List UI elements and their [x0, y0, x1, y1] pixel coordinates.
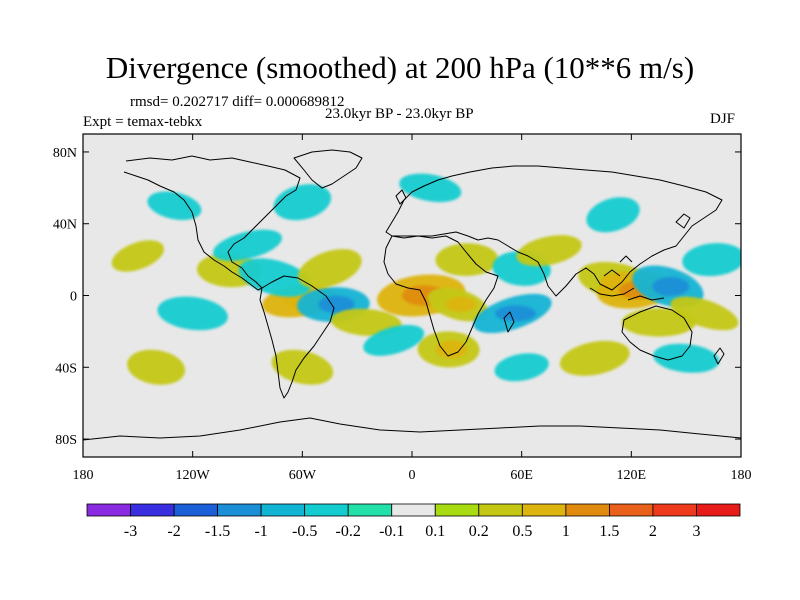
x-tick-label: 120E [617, 468, 647, 483]
colorbar-swatch [434, 503, 480, 517]
x-tick-label: 60E [510, 468, 533, 483]
anomaly-region [330, 308, 402, 337]
x-tick-label: 0 [409, 468, 416, 483]
colorbar-swatch [696, 503, 741, 517]
coastline-eurasia [385, 165, 723, 297]
x-tick-label: 180 [73, 468, 94, 483]
anomaly-region [653, 343, 720, 373]
colorbar-swatch [652, 503, 697, 517]
y-tick-label: 0 [70, 290, 77, 305]
anomaly-region [212, 229, 283, 261]
colorbar-swatch [217, 503, 262, 517]
axis-ticks [82, 134, 742, 457]
colorbar-label: -0.2 [336, 523, 361, 540]
experiment-label: Expt = temax-tebkx [83, 114, 203, 130]
anomaly-core [495, 305, 536, 322]
colorbar-labels: -3 -2 -1.5 -1 -0.5 -0.2 -0.1 0.1 0.2 0.5 1 1.5 2 3 [124, 523, 701, 540]
colorbar-label: 1 [562, 523, 570, 540]
colorbar-swatch [391, 503, 436, 517]
anomaly-region [147, 191, 202, 221]
coastline-south-america [259, 275, 335, 399]
colorbar-label: -1.5 [205, 523, 230, 540]
coastline-africa [383, 235, 499, 357]
colorbar-label: -2 [167, 523, 180, 540]
anomaly-region [399, 173, 462, 203]
x-tick-label: 120W [176, 468, 211, 483]
anomaly-region [127, 349, 186, 385]
colorbar-label: 2 [649, 523, 657, 540]
colorbar-label: 0.5 [512, 523, 532, 540]
coastline-greenland [293, 149, 363, 189]
anomaly-region [363, 324, 425, 356]
anomaly-region [494, 353, 549, 382]
anomaly-region [297, 249, 362, 289]
anomaly-region [238, 258, 312, 297]
anomaly-region [273, 184, 332, 221]
colorbar-swatch [347, 503, 393, 517]
colorbar-swatch [565, 503, 610, 517]
anomaly-region [586, 197, 640, 233]
coastline-antarctica [83, 417, 741, 441]
colorbar-swatch [173, 503, 218, 517]
anomaly-region [670, 296, 739, 331]
coastline-new-zealand [713, 347, 725, 365]
season-label: DJF [710, 111, 736, 127]
coastline-british-isles [395, 189, 407, 205]
colorbar-label: -3 [124, 523, 137, 540]
anomaly-region [435, 243, 499, 277]
anomaly-region [559, 340, 630, 376]
figure-title: Divergence (smoothed) at 200 hPa (10**6 … [105, 50, 695, 85]
colorbar-label: 3 [692, 523, 700, 540]
y-tick-label: 40S [55, 361, 77, 376]
coastline-maritime-continent [589, 255, 665, 301]
colorbar-swatch [260, 503, 306, 517]
colorbar-swatch [609, 503, 654, 517]
colorbar-swatch [304, 503, 349, 517]
x-axis-labels: 180 120W 60W 0 60E 120E 180 [73, 468, 752, 483]
anomaly-region [621, 308, 696, 337]
period-label: 23.0kyr BP - 23.0kyr BP [325, 106, 474, 122]
anomaly-region [271, 349, 334, 385]
colorbar-swatch [521, 503, 567, 517]
coastline-north-america [123, 155, 301, 291]
anomaly-core [318, 295, 355, 314]
colorbar-swatch [86, 503, 131, 517]
colorbar-label: -0.1 [379, 523, 404, 540]
anomaly-region [157, 296, 228, 331]
anomaly-layer [111, 173, 741, 385]
colorbar-swatch [478, 503, 523, 517]
y-tick-label: 80N [53, 146, 77, 161]
anomaly-core [652, 277, 690, 296]
anomaly-core [436, 340, 468, 359]
x-tick-label: 60W [289, 468, 317, 483]
colorbar-label: 0.1 [425, 523, 445, 540]
coastlines [83, 149, 741, 441]
colorbar-label: 0.2 [469, 523, 489, 540]
colorbar-label: 1.5 [599, 523, 619, 540]
y-tick-label: 80S [55, 433, 77, 448]
colorbar-label: -1 [254, 523, 267, 540]
colorbar-swatch [130, 503, 175, 517]
anomaly-region [111, 240, 164, 272]
colorbar-label: -0.5 [292, 523, 317, 540]
colorbar [86, 503, 741, 517]
anomaly-region [682, 243, 741, 277]
y-tick-label: 40N [53, 218, 77, 233]
rmsd-diff-label: rmsd= 0.202717 diff= 0.000689812 [130, 94, 345, 110]
anomaly-core [445, 296, 477, 312]
coastline-madagascar [503, 311, 515, 333]
x-tick-label: 180 [731, 468, 752, 483]
coastline-australia [621, 305, 693, 361]
coastline-japan [675, 213, 691, 229]
y-axis-labels: 80N 40N 0 40S 80S [53, 146, 77, 448]
